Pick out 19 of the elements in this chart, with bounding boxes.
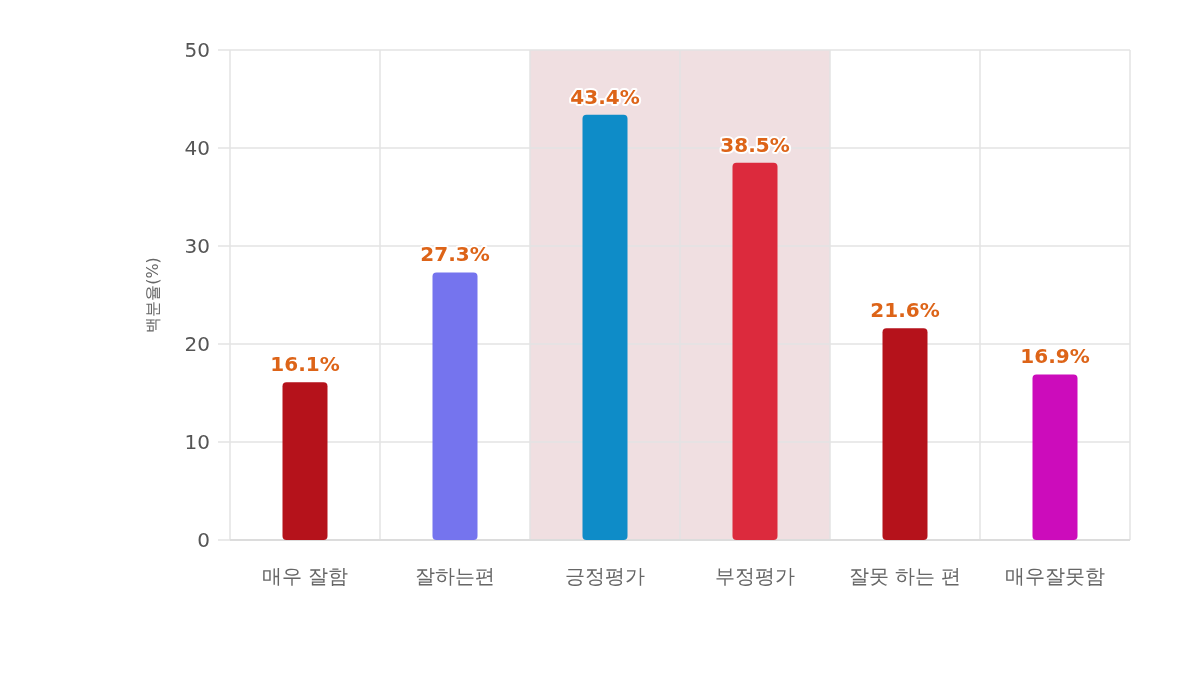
x-tick-label: 잘못 하는 편 <box>848 564 962 588</box>
x-tick-label: 긍정평가 <box>565 564 645 588</box>
y-tick-label: 40 <box>184 136 210 160</box>
y-tick-label: 30 <box>184 234 210 258</box>
x-tick-label: 잘하는편 <box>415 564 495 588</box>
y-tick-label: 50 <box>184 38 210 62</box>
y-tick-label: 20 <box>184 332 210 356</box>
data-label: 38.5% <box>720 132 790 157</box>
y-tick-label: 0 <box>197 528 210 552</box>
data-label: 16.9% <box>1020 344 1090 369</box>
data-label: 21.6% <box>870 298 940 323</box>
y-axis-title: 백분율(%) <box>142 257 162 333</box>
x-tick-label: 매우 잘함 <box>261 564 349 588</box>
x-tick-label: 매우잘못함 <box>1005 564 1105 588</box>
data-label: 27.3% <box>420 242 490 267</box>
y-tick-label: 10 <box>184 430 210 454</box>
data-label: 43.4% <box>570 84 640 109</box>
x-tick-label: 부정평가 <box>715 564 795 588</box>
data-label: 16.1% <box>270 352 340 377</box>
